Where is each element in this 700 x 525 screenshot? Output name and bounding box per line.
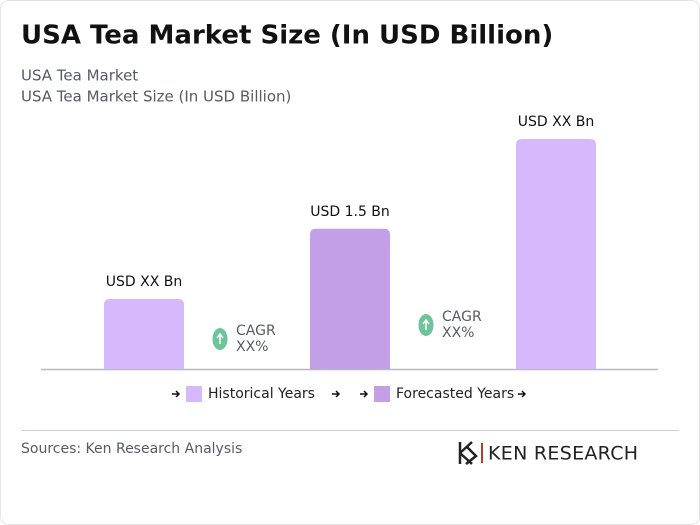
logo: KEN RESEARCH [458, 441, 638, 465]
bar [104, 298, 184, 369]
legend-arrow [332, 390, 341, 398]
legend-label: Historical Years [208, 386, 315, 402]
legend-swatch [186, 386, 202, 402]
cagr-arrow [422, 318, 430, 330]
subtitle: USA Tea Market Size (In USD Billion) [21, 88, 291, 106]
legend-arrow [172, 390, 181, 398]
cagr-label: CAGR [236, 323, 276, 339]
subtitle: USA Tea Market [21, 67, 138, 85]
value-label: USD XX Bn [518, 114, 594, 130]
legend-arrow [518, 390, 527, 398]
source: Sources: Ken Research Analysis [21, 441, 242, 457]
bar [516, 139, 596, 369]
logo-text: KEN RESEARCH [488, 443, 638, 465]
cagr-label: CAGR [442, 309, 482, 325]
cagr-value: XX% [442, 325, 474, 341]
logo-icon [458, 441, 478, 465]
value-label: USD 1.5 Bn [310, 204, 390, 220]
legend-label: Forecasted Years [396, 386, 514, 402]
chart-title: USA Tea Market Size (In USD Billion) [21, 21, 553, 51]
legend-arrow [360, 390, 369, 398]
cagr-arrow [216, 332, 224, 344]
bar [310, 228, 390, 369]
value-label: USD XX Bn [106, 274, 182, 290]
legend-swatch [374, 386, 390, 402]
cagr-value: XX% [236, 339, 268, 355]
